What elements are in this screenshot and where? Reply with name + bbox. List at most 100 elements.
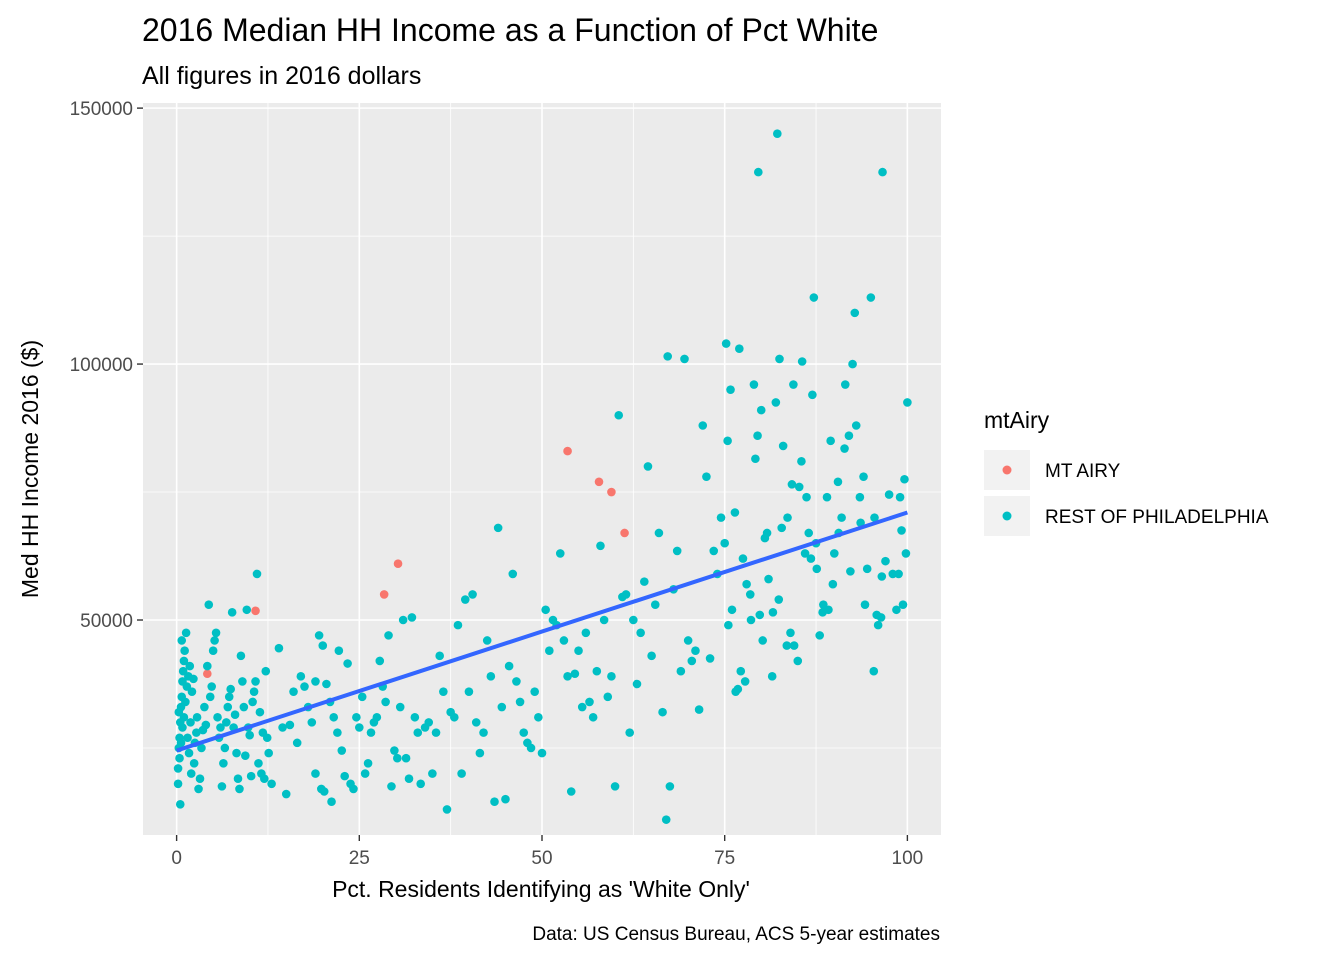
point-rest-of-philadelphia [239, 702, 249, 712]
point-mt-airy [393, 559, 403, 568]
point-rest-of-philadelphia [424, 718, 434, 727]
point-rest-of-philadelphia [512, 677, 521, 686]
point-rest-of-philadelphia [809, 293, 819, 302]
point-rest-of-philadelphia [663, 352, 672, 361]
point-rest-of-philadelphia [691, 646, 700, 656]
y-tick-label: 50000 [80, 611, 133, 632]
point-rest-of-philadelphia [771, 398, 781, 407]
point-rest-of-philadelphia [252, 569, 262, 579]
point-rest-of-philadelphia [195, 774, 205, 783]
point-rest-of-philadelphia [278, 723, 287, 732]
point-rest-of-philadelphia [334, 646, 344, 656]
point-rest-of-philadelphia [201, 720, 211, 730]
point-mt-airy [379, 590, 389, 599]
point-rest-of-philadelphia [181, 628, 191, 638]
point-rest-of-philadelphia [210, 636, 219, 645]
point-rest-of-philadelphia [794, 482, 804, 492]
point-rest-of-philadelphia [621, 590, 631, 599]
point-rest-of-philadelphia [705, 654, 715, 663]
point-rest-of-philadelphia [804, 528, 814, 538]
point-rest-of-philadelphia [901, 549, 911, 558]
point-rest-of-philadelphia [764, 574, 773, 584]
x-tick-label: 0 [171, 848, 182, 869]
point-rest-of-philadelphia [767, 672, 777, 681]
point-mt-airy [563, 446, 572, 456]
point-rest-of-philadelphia [519, 728, 529, 737]
point-rest-of-philadelphia [267, 779, 276, 789]
x-tick-label: 50 [531, 848, 552, 869]
point-rest-of-philadelphia [753, 431, 762, 441]
point-rest-of-philadelphia [782, 641, 792, 650]
point-rest-of-philadelphia [555, 549, 565, 558]
point-rest-of-philadelphia [192, 712, 202, 722]
point-rest-of-philadelphia [486, 672, 496, 681]
point-rest-of-philadelphia [493, 523, 503, 533]
grid-lines [143, 103, 941, 835]
point-rest-of-philadelphia [327, 797, 336, 807]
point-rest-of-philadelphia [340, 771, 349, 781]
point-rest-of-philadelphia [585, 697, 594, 707]
point-rest-of-philadelphia [851, 421, 861, 430]
point-rest-of-philadelphia [401, 753, 411, 763]
point-rest-of-philadelphia [508, 569, 518, 579]
point-rest-of-philadelphia [797, 457, 806, 466]
point-rest-of-philadelphia [387, 782, 396, 791]
point-rest-of-philadelphia [588, 712, 598, 722]
point-rest-of-philadelphia [647, 651, 656, 661]
point-rest-of-philadelphia [676, 666, 686, 676]
point-rest-of-philadelphia [442, 805, 452, 814]
point-rest-of-philadelphia [774, 595, 784, 604]
point-rest-of-philadelphia [217, 782, 227, 791]
point-rest-of-philadelphia [187, 687, 197, 696]
point-rest-of-philadelphia [726, 385, 735, 394]
point-rest-of-philadelphia [687, 656, 697, 666]
point-mt-airy [594, 477, 604, 487]
point-rest-of-philadelphia [233, 774, 243, 783]
point-rest-of-philadelphia [650, 600, 660, 609]
point-rest-of-philadelphia [245, 730, 254, 740]
point-rest-of-philadelphia [833, 477, 843, 487]
point-rest-of-philadelphia [773, 129, 782, 139]
point-rest-of-philadelphia [566, 787, 576, 796]
point-rest-of-philadelphia [183, 733, 192, 743]
point-rest-of-philadelphia [859, 472, 868, 481]
point-rest-of-philadelphia [343, 659, 352, 668]
point-rest-of-philadelphia [404, 774, 414, 783]
point-rest-of-philadelphia [903, 398, 912, 407]
point-rest-of-philadelphia [884, 490, 894, 499]
y-tick-label: 100000 [70, 355, 133, 376]
point-rest-of-philadelphia [746, 615, 756, 625]
point-rest-of-philadelphia [768, 608, 778, 617]
point-rest-of-philadelphia [806, 554, 816, 563]
point-rest-of-philadelphia [808, 390, 817, 400]
point-rest-of-philadelphia [175, 753, 184, 763]
point-rest-of-philadelphia [236, 651, 246, 661]
point-rest-of-philadelphia [895, 492, 905, 502]
point-rest-of-philadelphia [211, 628, 221, 638]
point-rest-of-philadelphia [869, 666, 879, 676]
point-rest-of-philadelphia [797, 357, 807, 366]
x-tick-label: 75 [714, 848, 735, 869]
point-rest-of-philadelphia [285, 720, 295, 730]
point-rest-of-philadelphia [208, 646, 218, 656]
point-rest-of-philadelphia [680, 354, 689, 364]
point-rest-of-philadelphia [372, 712, 382, 722]
point-rest-of-philadelphia [870, 513, 879, 522]
point-rest-of-philadelphia [592, 666, 602, 676]
point-rest-of-philadelphia [251, 677, 260, 686]
point-rest-of-philadelphia [789, 641, 799, 650]
point-rest-of-philadelphia [274, 643, 284, 653]
point-rest-of-philadelphia [709, 546, 719, 556]
point-rest-of-philadelphia [453, 620, 463, 630]
point-rest-of-philadelphia [416, 779, 425, 789]
point-rest-of-philadelphia [366, 728, 376, 737]
point-rest-of-philadelphia [264, 748, 273, 758]
point-rest-of-philadelphia [180, 646, 189, 656]
point-rest-of-philadelphia [599, 615, 609, 625]
point-rest-of-philadelphia [866, 293, 876, 302]
chart-caption: Data: US Census Bureau, ACS 5-year estim… [532, 924, 940, 945]
point-rest-of-philadelphia [860, 600, 870, 609]
chart-subtitle: All figures in 2016 dollars [142, 62, 421, 90]
point-rest-of-philadelphia [281, 789, 291, 799]
point-rest-of-philadelphia [828, 579, 838, 589]
